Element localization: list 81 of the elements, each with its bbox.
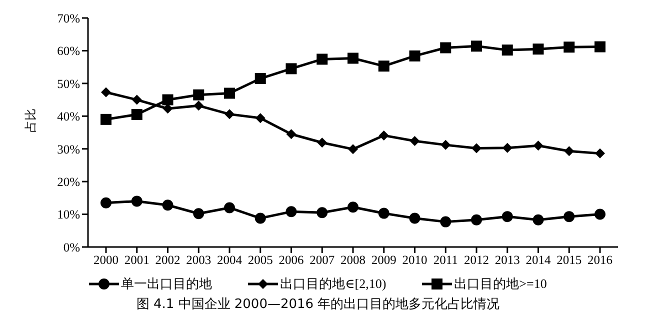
- point: [594, 208, 606, 220]
- point: [348, 144, 358, 154]
- y-tick-label: 30%: [57, 142, 80, 156]
- legend-label: 出口目的地>=10: [454, 275, 547, 293]
- point: [194, 100, 204, 111]
- point: [533, 140, 544, 151]
- point: [378, 208, 390, 219]
- x-tick-label: 2004: [217, 252, 243, 267]
- y-tick-label: 50%: [57, 76, 80, 91]
- x-tick-label: 2002: [155, 252, 180, 267]
- x-tick-label: 2003: [186, 252, 212, 267]
- point: [224, 202, 235, 214]
- y-tick-label: 0%: [63, 240, 80, 254]
- point: [594, 41, 606, 52]
- point: [131, 196, 142, 207]
- point: [254, 73, 266, 84]
- x-tick-label: 2007: [310, 252, 335, 267]
- point: [101, 87, 111, 98]
- x-tick-label: 2012: [464, 252, 489, 267]
- point: [100, 114, 112, 125]
- y-tick-label: 60%: [57, 44, 80, 58]
- y-tick-label: 70%: [57, 11, 80, 26]
- y-axis-title: 占比: [23, 108, 38, 132]
- point: [286, 129, 296, 140]
- point: [564, 211, 575, 222]
- point: [378, 130, 389, 140]
- x-tick-label: 2009: [371, 252, 396, 267]
- point: [286, 206, 297, 218]
- point: [564, 146, 574, 156]
- point: [162, 94, 174, 106]
- point: [532, 214, 544, 226]
- x-tick-label: 2015: [556, 252, 582, 267]
- point: [100, 197, 112, 208]
- point: [255, 113, 266, 124]
- point: [224, 109, 234, 120]
- y-tick-label: 10%: [57, 208, 80, 222]
- x-tick-label: 2010: [402, 252, 428, 267]
- point: [440, 216, 452, 228]
- x-tick-label: 2000: [94, 252, 118, 267]
- point: [471, 214, 482, 226]
- point: [348, 52, 358, 64]
- text: 图 4.1 中国企业 2000—2016 年的出口目的地多元化占比情况: [135, 296, 501, 313]
- y-tick-label: 40%: [57, 110, 80, 124]
- legend-label: 出口目的地∈[2,10): [280, 275, 386, 293]
- point: [472, 143, 482, 154]
- point: [254, 212, 266, 224]
- x-tick-label: 2001: [124, 252, 150, 267]
- point: [132, 94, 142, 105]
- point: [595, 148, 605, 158]
- point: [502, 211, 513, 222]
- point: [378, 60, 390, 72]
- x-tick-label: 2006: [278, 252, 304, 267]
- point: [440, 42, 452, 54]
- point: [348, 202, 358, 213]
- y-tick-label: 20%: [57, 175, 80, 190]
- x-tick-label: 2014: [526, 252, 552, 267]
- point: [193, 208, 204, 220]
- x-tick-label: 2011: [433, 252, 458, 267]
- x-tick-label: 2008: [340, 252, 366, 267]
- point: [316, 54, 328, 65]
- point: [440, 140, 451, 150]
- point: [564, 42, 575, 53]
- point: [409, 50, 420, 62]
- point: [286, 63, 297, 74]
- point: [316, 207, 328, 218]
- point: [502, 44, 513, 56]
- point: [471, 40, 482, 52]
- point: [532, 44, 544, 55]
- legend-label: 单一出口目的地: [121, 275, 212, 293]
- point: [409, 212, 420, 224]
- point: [224, 88, 235, 99]
- x-tick-label: 2005: [248, 252, 273, 267]
- x-tick-label: 2013: [494, 252, 520, 267]
- point: [193, 89, 204, 100]
- point: [131, 109, 142, 120]
- point: [162, 200, 174, 211]
- point: [410, 136, 420, 146]
- point: [502, 142, 512, 153]
- point: [162, 104, 173, 114]
- point: [317, 138, 328, 148]
- x-tick-label: 2016: [588, 252, 612, 267]
